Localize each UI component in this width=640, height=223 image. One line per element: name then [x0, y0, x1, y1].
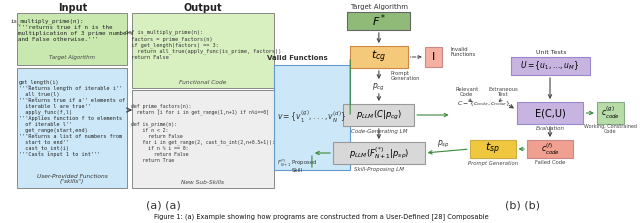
Text: (b) (b): (b) (b)	[505, 200, 540, 210]
Text: E(C,U): E(C,U)	[534, 108, 565, 118]
FancyBboxPatch shape	[425, 47, 442, 67]
FancyBboxPatch shape	[132, 13, 274, 88]
Text: Evaluation: Evaluation	[536, 126, 564, 132]
Text: Valid Functions: Valid Functions	[268, 55, 328, 61]
FancyBboxPatch shape	[597, 102, 623, 124]
Text: User-Provided Functions
("skills"): User-Provided Functions ("skills")	[36, 173, 108, 184]
Text: I: I	[432, 52, 435, 62]
Text: Target Algorithm: Target Algorithm	[350, 4, 408, 10]
Text: Prompt Generation: Prompt Generation	[468, 161, 518, 165]
Text: $p_{sp}$: $p_{sp}$	[437, 138, 450, 150]
Text: New Sub-Skills: New Sub-Skills	[181, 180, 225, 184]
Text: Output: Output	[184, 3, 222, 13]
Text: Target Algorithm: Target Algorithm	[49, 56, 95, 60]
Text: Extraneous
Text: Extraneous Text	[488, 87, 518, 97]
Text: $F_{N+1}^{(*)}$ Proposed: $F_{N+1}^{(*)}$ Proposed	[277, 157, 318, 169]
Text: is_multiply_prime(n):
  '''returns true if n is the
  multiplication of 3 prime : is_multiply_prime(n): '''returns true if…	[11, 19, 133, 41]
Text: Skill: Skill	[292, 167, 303, 173]
Text: $t_{sp}$: $t_{sp}$	[485, 141, 500, 157]
Text: Invalid
Functions: Invalid Functions	[451, 47, 476, 57]
FancyBboxPatch shape	[511, 57, 590, 75]
Text: (a) (a): (a) (a)	[147, 200, 181, 210]
FancyBboxPatch shape	[348, 12, 410, 30]
FancyBboxPatch shape	[132, 90, 274, 188]
Text: Relevant
Code: Relevant Code	[455, 87, 479, 97]
Text: Working, Constrained
Code: Working, Constrained Code	[584, 124, 637, 134]
FancyBboxPatch shape	[516, 102, 584, 124]
Text: $v = \{v_1^{(g)}, ..., v_N^{(d)}\}$: $v = \{v_1^{(g)}, ..., v_N^{(d)}\}$	[277, 109, 347, 125]
FancyBboxPatch shape	[527, 140, 573, 158]
Text: Prompt
Generation: Prompt Generation	[390, 71, 420, 81]
Text: Input: Input	[58, 3, 88, 13]
Text: $t_{cg}$: $t_{cg}$	[371, 49, 387, 65]
Text: $U = \{u_1, \ldots, u_M\}$: $U = \{u_1, \ldots, u_M\}$	[520, 60, 580, 72]
Text: Unit Tests: Unit Tests	[536, 50, 566, 54]
FancyBboxPatch shape	[470, 140, 516, 158]
Text: $c_{code}^{(f)}$: $c_{code}^{(f)}$	[541, 141, 559, 157]
Text: $p_{LLM}(C|p_{cg})$: $p_{LLM}(C|p_{cg})$	[356, 108, 402, 122]
FancyBboxPatch shape	[344, 104, 414, 126]
Text: $p_{cg}$: $p_{cg}$	[372, 81, 385, 93]
Text: def is_multiply_prime(n):
  factors = prime_factors(n)
  if get_length(factors) : def is_multiply_prime(n): factors = prim…	[125, 30, 281, 60]
Text: Figure 1: (a) Example showing how programs are constructed from a User-Defined [: Figure 1: (a) Example showing how progra…	[154, 214, 489, 220]
FancyBboxPatch shape	[350, 46, 408, 68]
FancyBboxPatch shape	[333, 142, 425, 164]
Text: $F^*$: $F^*$	[372, 13, 386, 29]
FancyBboxPatch shape	[17, 68, 127, 188]
Text: get_length(i)
'''Returns length of iterable i''
  all_true(l)
'''Returns true if: get_length(i) '''Returns length of itera…	[19, 79, 125, 157]
Text: Failed Code: Failed Code	[535, 159, 565, 165]
FancyBboxPatch shape	[17, 13, 127, 65]
Text: def prime_factors(n):
  return [i for i in get_range(1,n+1) if n%i==0]

def is_p: def prime_factors(n): return [i for i in…	[131, 103, 275, 163]
Text: Skill-Proposing LM: Skill-Proposing LM	[354, 167, 404, 171]
Text: $p_{LLM}(F_{N+1}^{(*)}|p_{sp})$: $p_{LLM}(F_{N+1}^{(*)}|p_{sp})$	[349, 145, 409, 161]
Text: Code-Generating LM: Code-Generating LM	[351, 128, 407, 134]
Text: $c_{code}^{(g)}$: $c_{code}^{(g)}$	[601, 105, 620, 121]
Text: Functional Code: Functional Code	[179, 81, 227, 85]
FancyBboxPatch shape	[274, 65, 350, 170]
Text: $C - \{c_{code}, c_{noise}\}$: $C - \{c_{code}, c_{noise}\}$	[457, 100, 511, 108]
